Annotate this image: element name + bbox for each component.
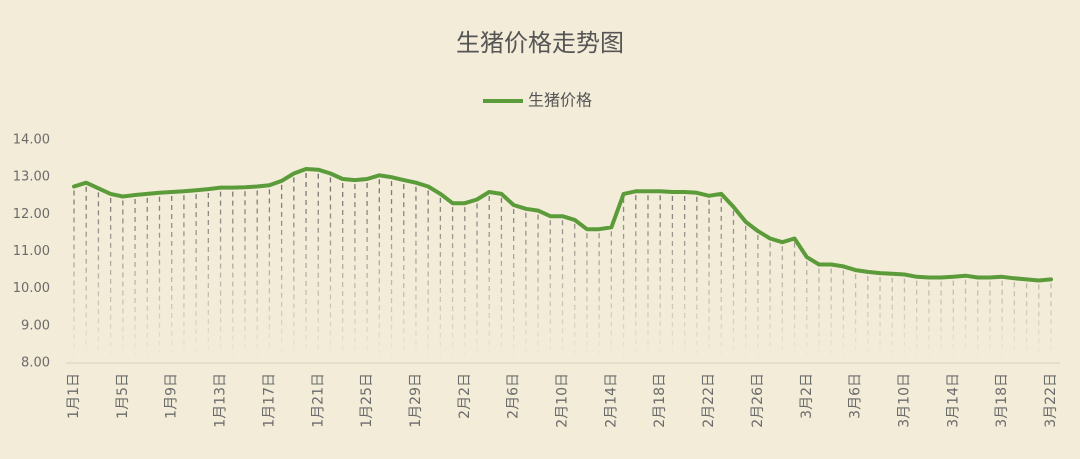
x-tick-label: 2月18日	[652, 373, 668, 428]
x-tick-label: 3月2日	[799, 373, 815, 419]
y-tick-label: 10.00	[13, 281, 50, 296]
y-tick-label: 13.00	[13, 170, 50, 185]
data-line	[72, 167, 1053, 283]
y-tick-label: 8.00	[21, 356, 50, 371]
x-tick-label: 1月1日	[66, 373, 82, 419]
y-tick-label: 11.00	[13, 244, 50, 259]
x-tick-label: 2月2日	[457, 373, 473, 419]
x-tick-label: 1月5日	[115, 373, 131, 419]
x-tick-label: 1月21日	[310, 373, 326, 428]
y-tick-label: 9.00	[21, 318, 50, 333]
x-tick-label: 2月6日	[506, 373, 522, 419]
x-tick-label: 1月9日	[164, 373, 180, 419]
x-tick-label: 1月13日	[213, 373, 229, 428]
x-tick-label: 2月10日	[555, 373, 571, 428]
x-tick-label: 2月22日	[701, 373, 717, 428]
y-tick-label: 14.00	[13, 133, 50, 148]
x-tick-label: 3月18日	[994, 373, 1010, 428]
x-tick-label: 3月14日	[945, 373, 961, 428]
x-tick-label: 1月25日	[359, 373, 375, 428]
x-tick-label: 3月10日	[896, 373, 912, 428]
x-tick-label: 2月26日	[750, 373, 766, 428]
x-tick-label: 1月29日	[408, 373, 424, 428]
legend-label: 生猪价格	[528, 91, 592, 110]
x-tick-label: 1月17日	[261, 373, 277, 428]
x-tick-label: 3月6日	[848, 373, 864, 419]
x-tick-label: 2月14日	[603, 373, 619, 428]
x-tick-label: 3月22日	[1043, 373, 1059, 428]
y-tick-label: 12.00	[13, 207, 50, 222]
chart-title: 生猪价格走势图	[456, 29, 624, 57]
